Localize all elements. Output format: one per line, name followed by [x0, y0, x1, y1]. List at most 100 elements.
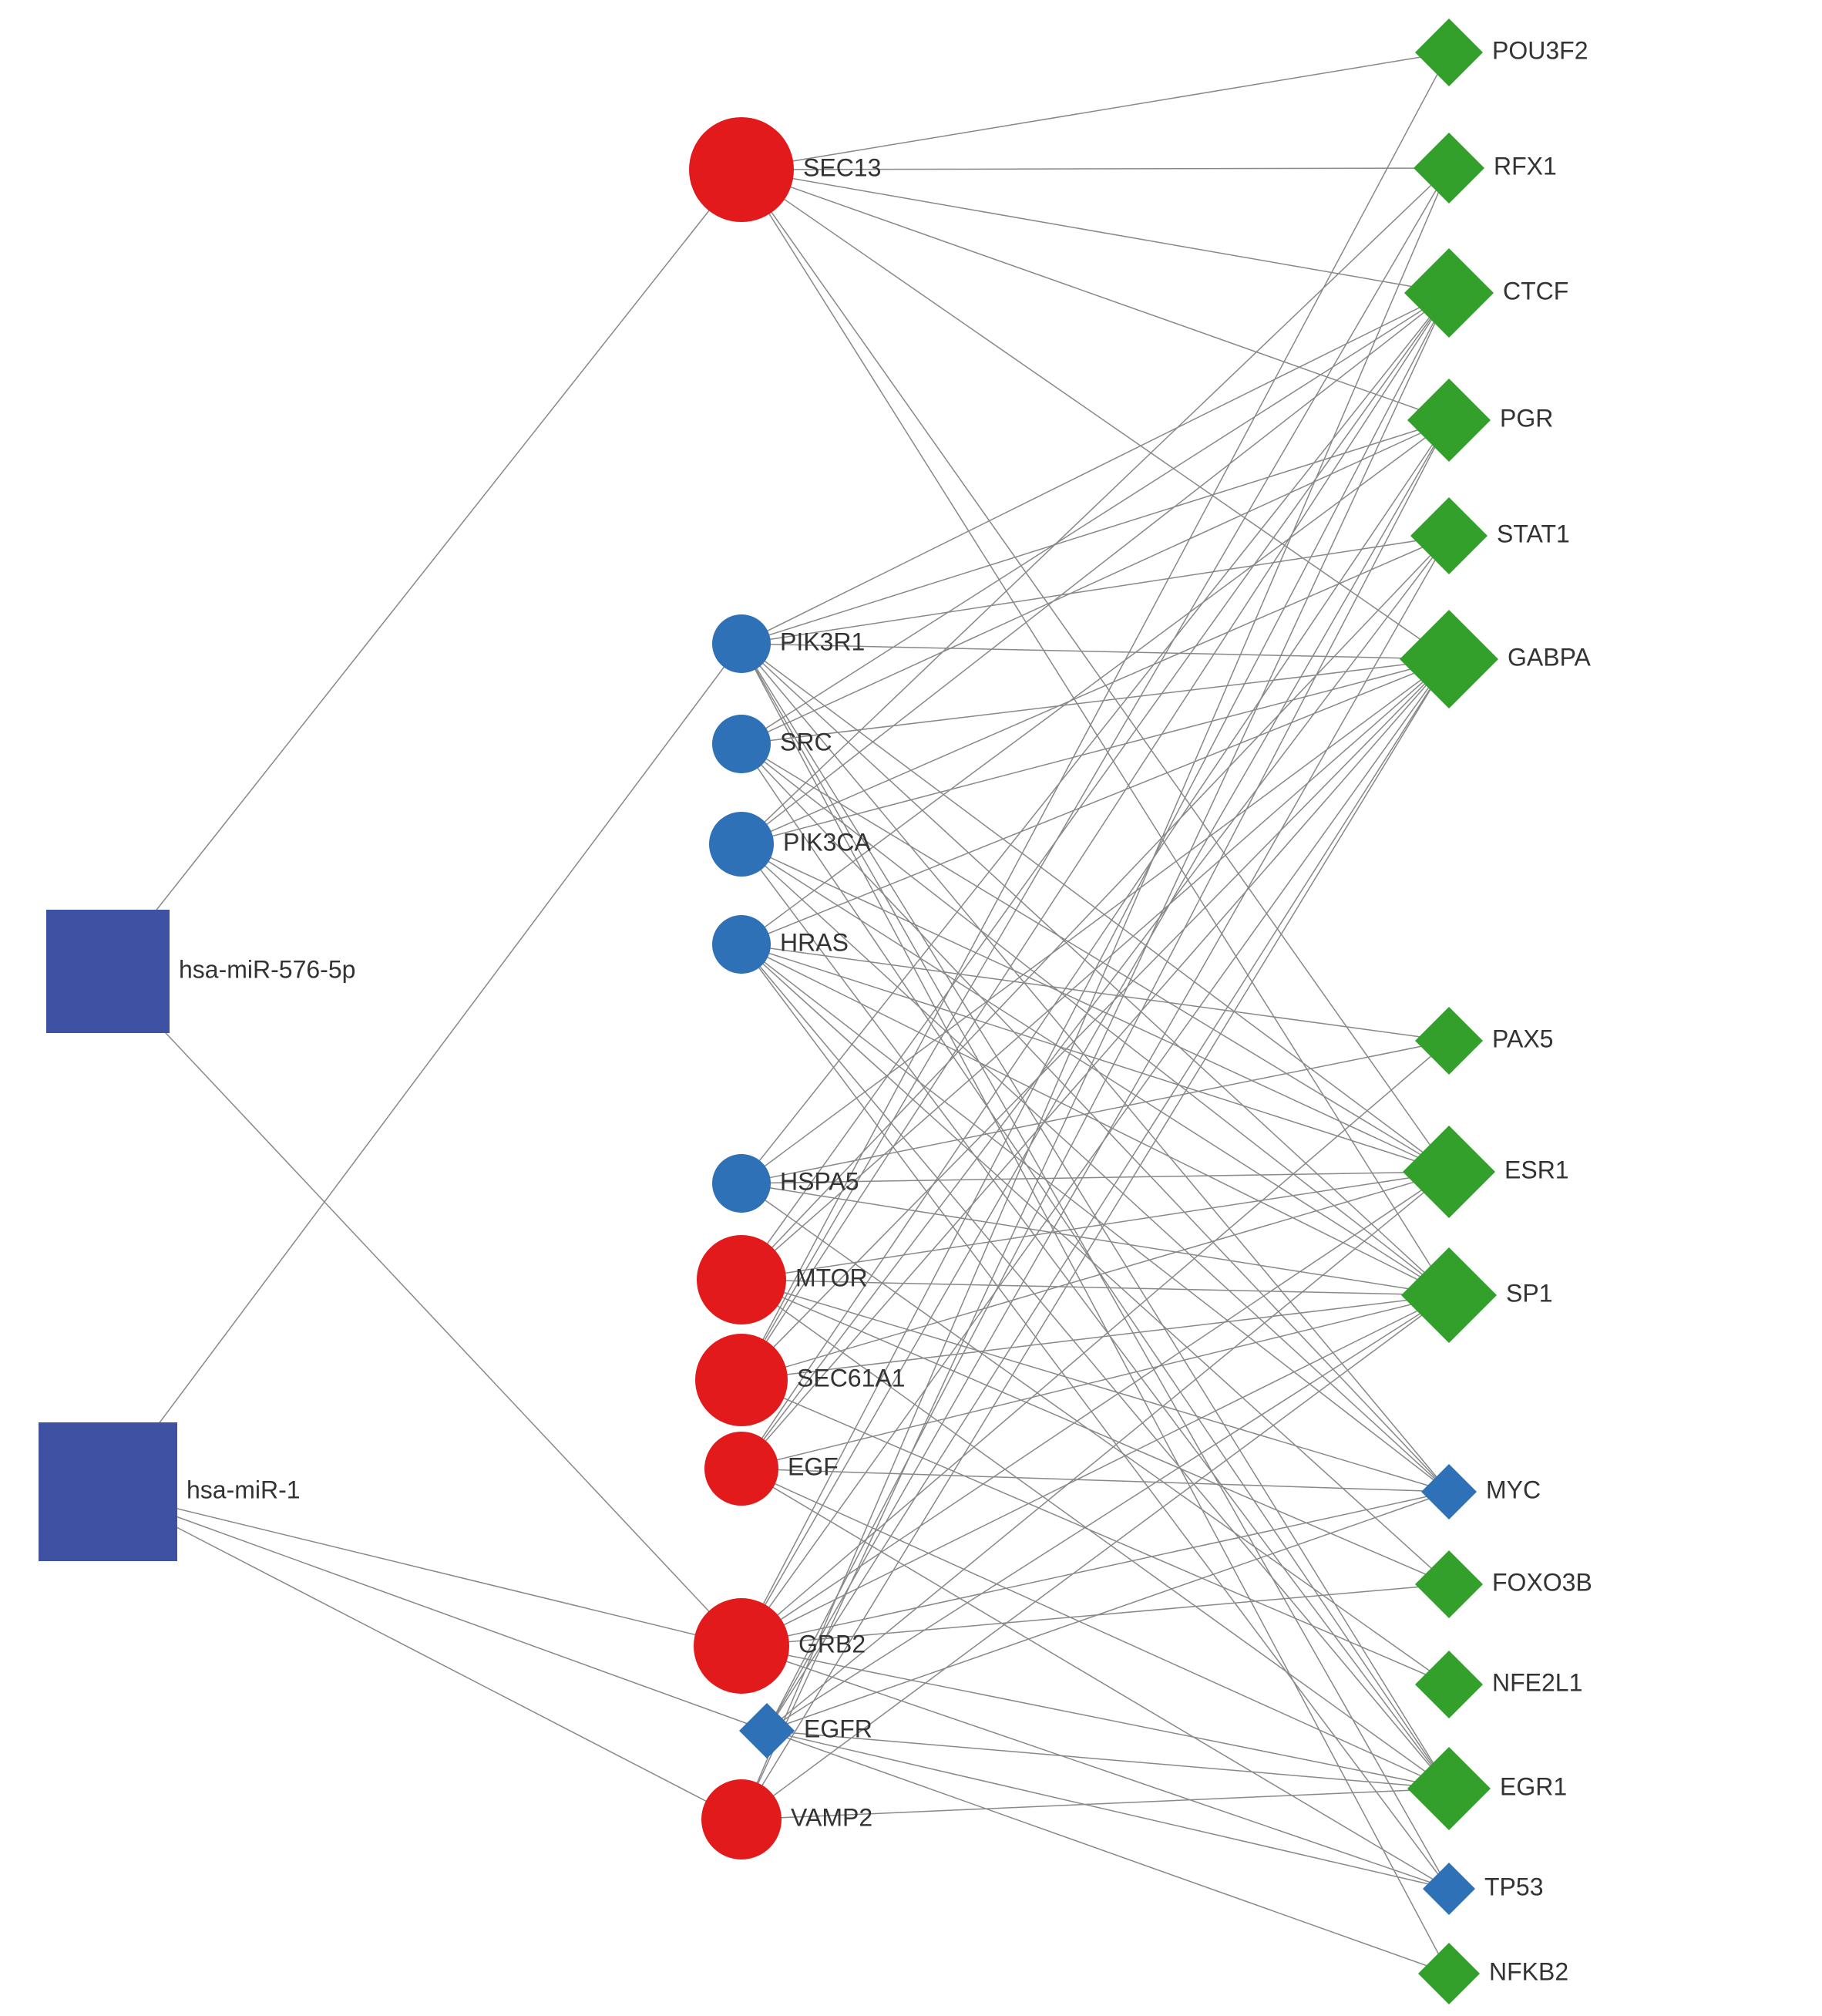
- edge-SEC13-SP1: [741, 170, 1449, 1295]
- node-SEC13[interactable]: SEC13: [689, 117, 881, 222]
- edge-GRB2-CTCF: [741, 293, 1449, 1646]
- edge-PIK3CA-SP1: [741, 844, 1449, 1295]
- node-label-HRAS: HRAS: [780, 928, 849, 956]
- edge-hsa-miR-1-GRB2: [108, 1492, 741, 1646]
- node-shape-RFX1[interactable]: [1414, 133, 1484, 204]
- node-shape-HRAS[interactable]: [712, 915, 771, 974]
- edge-EGFR-PGR: [767, 420, 1449, 1731]
- node-shape-SEC13[interactable]: [689, 117, 794, 222]
- node-shape-VAMP2[interactable]: [701, 1779, 782, 1859]
- node-PIK3R1[interactable]: PIK3R1: [712, 614, 865, 673]
- node-shape-MTOR[interactable]: [697, 1235, 786, 1324]
- edge-VAMP2-RFX1: [741, 168, 1449, 1819]
- edge-hsa-miR-576-5p-GRB2: [108, 971, 741, 1646]
- edge-GRB2-MYC: [741, 1492, 1449, 1646]
- node-shape-EGFR[interactable]: [739, 1703, 795, 1759]
- node-MYC[interactable]: MYC: [1421, 1464, 1541, 1520]
- node-HSPA5[interactable]: HSPA5: [712, 1154, 859, 1213]
- edge-PIK3CA-ESR1: [741, 844, 1449, 1172]
- node-SP1[interactable]: SP1: [1401, 1247, 1552, 1343]
- edge-MTOR-EGR1: [741, 1280, 1449, 1789]
- node-shape-NFE2L1[interactable]: [1415, 1651, 1483, 1718]
- node-NFKB2[interactable]: NFKB2: [1418, 1943, 1568, 2004]
- node-shape-SEC61A1[interactable]: [695, 1334, 788, 1426]
- node-STAT1[interactable]: STAT1: [1410, 497, 1570, 574]
- edge-PIK3R1-PGR: [741, 420, 1449, 644]
- node-label-MYC: MYC: [1486, 1476, 1541, 1503]
- node-shape-CTCF[interactable]: [1404, 248, 1494, 338]
- node-shape-POU3F2[interactable]: [1415, 19, 1483, 86]
- node-label-RFX1: RFX1: [1494, 152, 1557, 180]
- node-shape-SRC[interactable]: [712, 715, 771, 773]
- node-VAMP2[interactable]: VAMP2: [701, 1779, 872, 1859]
- node-shape-SP1[interactable]: [1401, 1247, 1497, 1343]
- node-label-NFE2L1: NFE2L1: [1492, 1668, 1582, 1696]
- edge-HSPA5-PAX5: [741, 1041, 1449, 1183]
- node-label-hsa-miR-1: hsa-miR-1: [187, 1476, 301, 1503]
- node-label-SEC61A1: SEC61A1: [797, 1364, 906, 1392]
- node-label-HSPA5: HSPA5: [780, 1167, 859, 1195]
- node-TP53[interactable]: TP53: [1423, 1863, 1543, 1915]
- node-FOXO3B[interactable]: FOXO3B: [1415, 1550, 1592, 1618]
- node-label-GRB2: GRB2: [798, 1630, 866, 1658]
- node-label-SRC: SRC: [780, 728, 832, 756]
- node-label-PAX5: PAX5: [1492, 1025, 1553, 1052]
- node-shape-GRB2[interactable]: [694, 1598, 789, 1694]
- node-label-NFKB2: NFKB2: [1489, 1957, 1568, 1985]
- node-label-CTCF: CTCF: [1503, 277, 1568, 305]
- edge-PIK3CA-CTCF: [741, 293, 1449, 844]
- node-label-VAMP2: VAMP2: [791, 1803, 872, 1831]
- node-shape-EGR1[interactable]: [1407, 1747, 1491, 1830]
- edge-hsa-miR-1-PIK3R1: [108, 644, 741, 1492]
- edge-VAMP2-CTCF: [741, 293, 1449, 1819]
- node-shape-ESR1[interactable]: [1403, 1126, 1495, 1218]
- node-label-PIK3CA: PIK3CA: [783, 828, 871, 856]
- edge-HRAS-TP53: [741, 944, 1449, 1889]
- edge-EGFR-MYC: [767, 1492, 1449, 1731]
- node-PAX5[interactable]: PAX5: [1415, 1007, 1553, 1075]
- node-label-EGR1: EGR1: [1500, 1772, 1567, 1800]
- node-POU3F2[interactable]: POU3F2: [1415, 19, 1588, 86]
- node-label-EGF: EGF: [788, 1452, 839, 1480]
- node-shape-PIK3CA[interactable]: [709, 812, 774, 877]
- node-shape-NFKB2[interactable]: [1418, 1943, 1480, 2004]
- node-shape-PAX5[interactable]: [1415, 1007, 1483, 1075]
- node-shape-STAT1[interactable]: [1410, 497, 1488, 574]
- node-label-FOXO3B: FOXO3B: [1492, 1568, 1592, 1596]
- node-label-STAT1: STAT1: [1497, 520, 1570, 547]
- network-diagram: hsa-miR-576-5p hsa-miR-1 SEC13 PIK3R1 SRC PIK…: [0, 0, 1822, 2016]
- edge-SEC13-CTCF: [741, 170, 1449, 293]
- node-label-ESR1: ESR1: [1504, 1156, 1569, 1183]
- edge-EGFR-NFKB2: [767, 1731, 1449, 1974]
- node-SEC61A1[interactable]: SEC61A1: [695, 1334, 906, 1426]
- node-hsa-miR-1[interactable]: hsa-miR-1: [39, 1422, 301, 1561]
- node-label-EGFR: EGFR: [804, 1715, 872, 1742]
- node-shape-hsa-miR-576-5p[interactable]: [46, 910, 170, 1033]
- node-shape-HSPA5[interactable]: [712, 1154, 771, 1213]
- edge-MTOR-FOXO3B: [741, 1280, 1449, 1584]
- node-ESR1[interactable]: ESR1: [1403, 1126, 1569, 1218]
- edge-EGFR-GABPA: [767, 659, 1449, 1731]
- node-shape-PIK3R1[interactable]: [712, 614, 771, 673]
- node-EGF[interactable]: EGF: [704, 1432, 839, 1506]
- node-shape-FOXO3B[interactable]: [1415, 1550, 1483, 1618]
- edge-SEC13-POU3F2: [741, 52, 1449, 170]
- node-label-SP1: SP1: [1506, 1279, 1552, 1307]
- edge-EGF-MYC: [741, 1469, 1449, 1492]
- node-SRC[interactable]: SRC: [712, 715, 832, 773]
- edge-GRB2-GABPA: [741, 659, 1449, 1646]
- edge-hsa-miR-576-5p-SEC13: [108, 170, 741, 971]
- node-shape-EGF[interactable]: [704, 1432, 778, 1506]
- node-shape-TP53[interactable]: [1423, 1863, 1475, 1915]
- node-shape-hsa-miR-1[interactable]: [39, 1422, 177, 1561]
- node-NFE2L1[interactable]: NFE2L1: [1415, 1651, 1582, 1718]
- edge-hsa-miR-1-EGFR: [108, 1492, 767, 1731]
- node-label-GABPA: GABPA: [1508, 643, 1592, 671]
- node-shape-MYC[interactable]: [1421, 1464, 1477, 1520]
- node-label-PGR: PGR: [1500, 404, 1553, 432]
- edge-SEC13-PGR: [741, 170, 1449, 420]
- node-hsa-miR-576-5p[interactable]: hsa-miR-576-5p: [46, 910, 355, 1033]
- node-shape-PGR[interactable]: [1407, 379, 1491, 462]
- edge-hsa-miR-1-VAMP2: [108, 1492, 741, 1819]
- node-label-POU3F2: POU3F2: [1492, 36, 1588, 64]
